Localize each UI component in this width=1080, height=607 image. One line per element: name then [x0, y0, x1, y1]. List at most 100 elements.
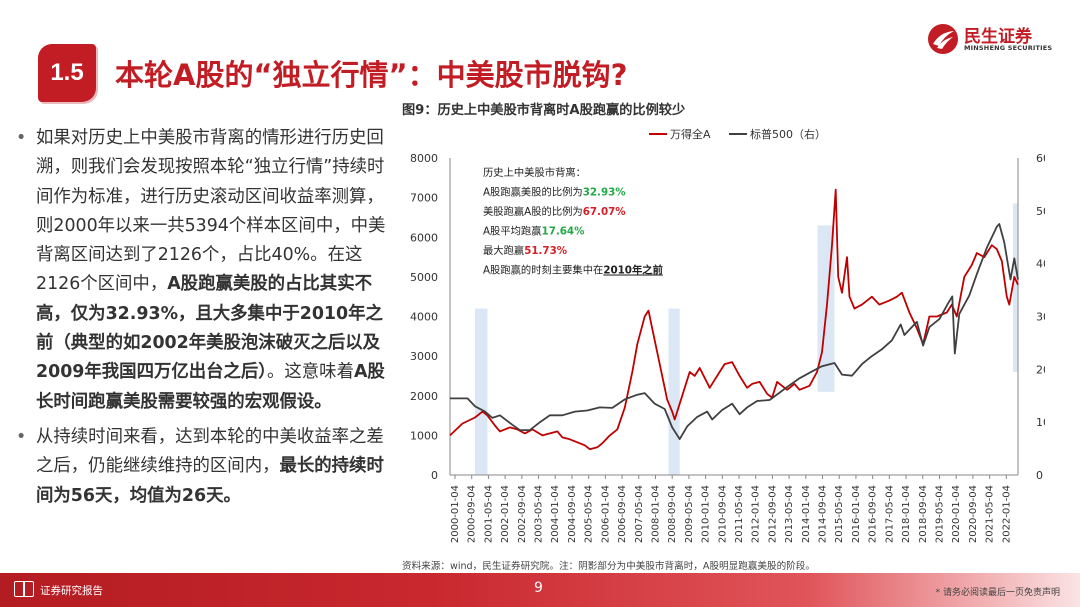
- shaded-range: [474, 308, 488, 475]
- x-tick-label: 2020-01-04: [951, 485, 962, 543]
- page-number: 9: [534, 580, 543, 596]
- page-title: 本轮A股的“独立行情”：中美股市脱钩?: [115, 58, 628, 92]
- annotation-line: A股跑赢美股的比例为32.93%: [483, 186, 626, 199]
- shaded-range: [668, 308, 680, 475]
- x-tick-label: 2001-05-04: [483, 485, 494, 543]
- series-line-wind-all-a: [449, 188, 1019, 451]
- y-left-tick-label: 1000: [410, 429, 438, 442]
- logo-mark-icon: [928, 24, 958, 54]
- annotation-line: A股平均跑赢17.64%: [483, 225, 584, 238]
- x-tick-label: 2014-01-04: [801, 485, 812, 543]
- x-tick-label: 2012-01-04: [751, 485, 762, 543]
- chart-series: [449, 188, 1019, 451]
- x-tick-label: 2020-09-04: [968, 485, 979, 543]
- legend-label: 标普500（右）: [750, 127, 826, 141]
- bullet-text: 从持续时间来看，达到本轮的中美收益率之差之后，仍能继续维持的区间内，: [36, 426, 384, 477]
- bullet-text-bold: A股长时间跑赢美股需要较强的宏观假设。: [36, 362, 385, 412]
- annotation-highlight: 67.07%: [583, 206, 626, 218]
- legend-label: 万得全A: [670, 127, 711, 141]
- x-tick-label: 2008-09-04: [667, 485, 678, 543]
- x-tick-label: 2015-05-04: [834, 485, 845, 543]
- y-left-tick-label: 7000: [410, 192, 438, 205]
- x-tick-label: 2016-01-04: [851, 485, 862, 543]
- bullet-item: • 如果对历史上中美股市背离的情形进行历史回溯，则我们会发现按照本轮“独立行情”…: [14, 124, 389, 417]
- bullet-text-bold: A股跑赢美股的占比其实不高，仅为32.93%，且大多集中于2010年之前（典型的…: [36, 274, 383, 383]
- company-logo: 民生证券 MINSHENG SECURITIES: [928, 22, 1053, 56]
- annotation-highlight: 51.73%: [524, 245, 567, 257]
- section-number-badge: 1.5: [38, 44, 96, 102]
- y-left-tick-label: 5000: [410, 271, 438, 284]
- x-tick-label: 2004-01-04: [550, 485, 561, 543]
- y-right-tick-label: 4000: [1036, 258, 1045, 271]
- y-left-tick-label: 3000: [410, 350, 438, 363]
- footer-bar: 证券研究报告 9 * 请务必阅读最后一页免责声明: [0, 573, 1080, 607]
- x-tick-label: 2002-09-04: [517, 485, 528, 543]
- annotation-text: A股平均跑赢: [483, 225, 542, 238]
- y-right-tick-label: 1000: [1036, 416, 1045, 429]
- annotation-line: 最大跑赢51.73%: [483, 244, 567, 257]
- bullet-list: • 如果对历史上中美股市背离的情形进行历史回溯，则我们会发现按照本轮“独立行情”…: [14, 124, 389, 517]
- annotation-line: A股跑赢的时刻主要集中在2010年之前: [483, 264, 663, 277]
- y-left-tick-label: 8000: [410, 152, 438, 165]
- bullet-text: 如果对历史上中美股市背离的情形进行历史回溯，则我们会发现按照本轮“独立行情”持续…: [36, 128, 386, 295]
- annotation-text: 美股跑赢A股的比例为: [483, 205, 583, 218]
- y-left-tick-label: 6000: [410, 231, 438, 244]
- x-tick-label: 2010-01-04: [701, 485, 712, 543]
- y-left-tick-label: 0: [431, 469, 438, 482]
- y-right-tick-label: 3000: [1036, 311, 1045, 324]
- y-left-tick-label: 2000: [410, 390, 438, 403]
- x-tick-label: 2022-01-04: [1001, 485, 1012, 543]
- x-tick-label: 2010-09-04: [717, 485, 728, 543]
- bullet-text: 。这意味着: [267, 362, 354, 383]
- y-right-tick-label: 0: [1036, 469, 1043, 482]
- book-icon: [14, 581, 34, 597]
- figure-title: 图9：历史上中美股市背离时A股跑赢的比例较少: [402, 103, 686, 118]
- x-tick-label: 2011-05-04: [734, 485, 745, 543]
- x-tick-label: 2008-01-04: [650, 485, 661, 543]
- x-tick-label: 2014-09-04: [818, 485, 829, 543]
- y-right-tick-label: 2000: [1036, 363, 1045, 376]
- figure-source: 资料来源：wind，民生证券研究院。注：阴影部分为中美股市背离时，A股明显跑赢美…: [402, 561, 815, 572]
- y-right-tick-label: 6000: [1036, 152, 1045, 165]
- x-tick-label: 2003-05-04: [534, 485, 545, 543]
- annotation-text: 历史上中美股市背离：: [483, 166, 586, 179]
- x-tick-label: 2013-05-04: [784, 485, 795, 543]
- x-tick-label: 2018-09-04: [918, 485, 929, 543]
- logo-text-cn: 民生证券: [964, 27, 1032, 47]
- x-tick-label: 2019-05-04: [934, 485, 945, 543]
- x-tick-label: 2000-01-04: [450, 485, 461, 543]
- annotation-highlight: 2010年之前: [603, 264, 663, 277]
- series-line-sp500: [450, 223, 1019, 440]
- y-left-tick-label: 4000: [410, 311, 438, 324]
- x-tick-label: 2000-09-04: [467, 485, 478, 543]
- x-tick-label: 2006-01-04: [600, 485, 611, 543]
- annotation-line: 美股跑赢A股的比例为67.07%: [483, 205, 626, 218]
- x-tick-label: 2002-01-04: [500, 485, 511, 543]
- bullet-text-bold: 最长的持续时间为56天，均值为26天。: [36, 456, 384, 506]
- logo-text-en: MINSHENG SECURITIES: [964, 44, 1053, 52]
- x-tick-label: 2006-09-04: [617, 485, 628, 543]
- x-tick-label: 2012-09-04: [767, 485, 778, 543]
- line-chart: 0 1000 2000 3000 4000 5000 6000 7000 8000 0 1000 20…: [410, 127, 1045, 543]
- y-right-tick-label: 5000: [1036, 205, 1045, 218]
- shaded-range: [1013, 203, 1018, 372]
- annotation-highlight: 32.93%: [583, 187, 626, 199]
- annotation-text: 最大跑赢: [483, 244, 524, 257]
- annotation-highlight: 17.64%: [542, 226, 585, 238]
- footer-label: 证券研究报告: [40, 585, 103, 597]
- x-tick-label: 2005-05-04: [584, 485, 595, 543]
- chart-annotation: 历史上中美股市背离： A股跑赢美股的比例为32.93% 美股跑赢A股的比例为67.0…: [483, 166, 663, 277]
- x-tick-label: 2007-05-04: [634, 485, 645, 543]
- x-tick-label: 2018-01-04: [901, 485, 912, 543]
- chart-axes: 0 1000 2000 3000 4000 5000 6000 7000 8000 0 1000 20…: [410, 152, 1045, 543]
- annotation-line: 历史上中美股市背离：: [483, 166, 586, 179]
- bullet-dot-icon: •: [16, 426, 27, 447]
- footer-disclaimer: * 请务必阅读最后一页免责声明: [935, 588, 1060, 598]
- x-tick-label: 2004-09-04: [567, 485, 578, 543]
- bullet-dot-icon: •: [16, 128, 27, 148]
- chart-legend: 万得全A 标普500（右）: [649, 127, 826, 141]
- bullet-item: • 从持续时间来看，达到本轮的中美收益率之差之后，仍能继续维持的区间内，最长的持…: [14, 423, 389, 511]
- x-tick-label: 2021-05-04: [985, 485, 996, 543]
- x-tick-label: 2009-05-04: [684, 485, 695, 543]
- x-tick-label: 2016-09-04: [868, 485, 879, 543]
